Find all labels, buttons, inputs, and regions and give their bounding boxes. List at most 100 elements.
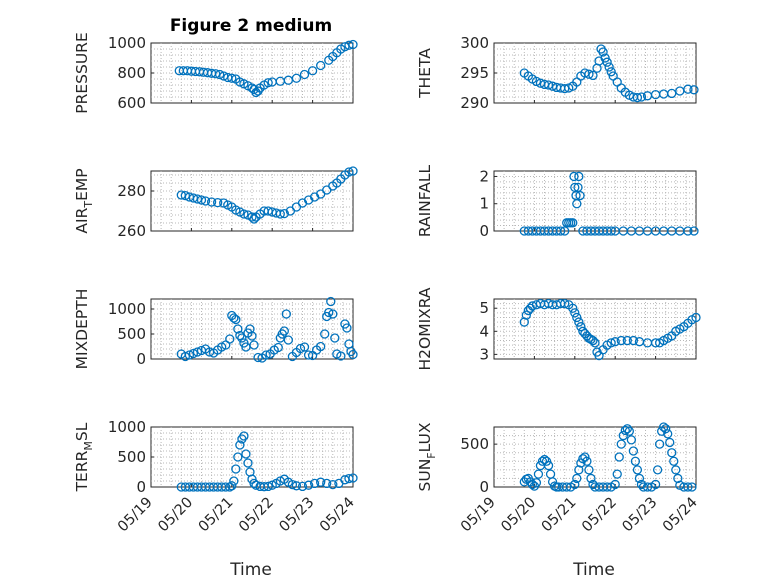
data-point bbox=[253, 352, 263, 363]
panel-rainfall: 0 1 2 RAINFALL bbox=[416, 164, 699, 240]
data-point bbox=[324, 307, 334, 318]
data-point bbox=[283, 335, 294, 345]
data-point bbox=[570, 479, 580, 490]
data-point bbox=[210, 69, 221, 79]
y-tick-label: 295 bbox=[460, 64, 489, 82]
y-tick-label: 0 bbox=[479, 222, 489, 240]
data-point bbox=[196, 195, 207, 205]
x-axis-label-right: Time bbox=[572, 560, 615, 580]
data-point bbox=[241, 449, 251, 459]
data-point bbox=[683, 226, 693, 236]
data-point bbox=[326, 296, 336, 307]
data-point bbox=[243, 458, 253, 468]
data-point bbox=[584, 465, 594, 475]
data-point bbox=[556, 226, 566, 236]
data-point bbox=[247, 212, 257, 222]
data-point bbox=[590, 338, 600, 348]
data-point bbox=[235, 330, 245, 341]
data-point bbox=[570, 308, 580, 318]
data-point bbox=[654, 439, 665, 449]
data-point bbox=[541, 456, 552, 466]
data-point bbox=[180, 190, 190, 201]
data-point bbox=[626, 435, 637, 445]
data-point bbox=[598, 47, 608, 57]
data-point bbox=[650, 338, 661, 348]
data-point bbox=[588, 479, 598, 490]
data-point bbox=[344, 40, 354, 50]
data-point bbox=[669, 456, 679, 466]
data-point bbox=[299, 69, 310, 80]
data-point bbox=[580, 452, 590, 462]
data-point bbox=[281, 309, 291, 319]
data-point bbox=[328, 479, 338, 490]
data-point bbox=[316, 477, 326, 487]
data-point bbox=[316, 341, 326, 352]
data-point bbox=[632, 465, 643, 475]
y-tick-label: 1000 bbox=[108, 418, 146, 436]
data-point bbox=[616, 439, 626, 449]
data-point bbox=[297, 481, 308, 492]
y-axis-label: AIRTEMP bbox=[73, 168, 95, 233]
x-tick-label: 05/22 bbox=[236, 495, 277, 536]
data-point bbox=[322, 478, 332, 489]
y-tick-label: 0 bbox=[136, 350, 146, 368]
data-point bbox=[671, 465, 681, 475]
y-axis-label: PRESSURE bbox=[73, 32, 91, 114]
data-point bbox=[574, 465, 584, 475]
data-point bbox=[610, 337, 620, 347]
y-axis-label: SUNFLUX bbox=[416, 422, 438, 491]
panel-sun_flux: 0 500 SUNFLUX 05/19 05/20 05/21 05/22 05/23 05/2… bbox=[416, 422, 701, 535]
data-point bbox=[634, 473, 645, 484]
data-point bbox=[261, 350, 271, 360]
data-point bbox=[588, 335, 598, 346]
data-point bbox=[249, 214, 259, 224]
panel-terr_msl: 0 500 1000 TERRMSL 05/19 05/20 05/21 05/22 05/23… bbox=[73, 418, 358, 535]
figure-title: Figure 2 medium bbox=[170, 16, 332, 36]
data-point bbox=[279, 326, 289, 336]
data-point bbox=[229, 476, 239, 486]
data-point bbox=[584, 69, 594, 79]
panel-mixdepth: 0 500 1000 MIXDEPTH bbox=[73, 289, 358, 370]
y-axis-label: THETA bbox=[416, 48, 434, 99]
y-tick-label: 260 bbox=[117, 222, 146, 240]
data-point bbox=[330, 333, 340, 343]
data-point bbox=[328, 309, 338, 319]
y-axis-label: RAINFALL bbox=[416, 164, 434, 237]
data-point bbox=[689, 85, 699, 95]
data-point bbox=[348, 166, 358, 176]
data-point bbox=[229, 313, 239, 323]
data-point bbox=[342, 323, 352, 333]
data-point bbox=[576, 322, 586, 332]
data-point bbox=[521, 310, 531, 320]
data-point bbox=[543, 460, 554, 471]
x-tick-label: 05/23 bbox=[620, 495, 661, 536]
data-point bbox=[606, 226, 616, 236]
data-point bbox=[580, 68, 590, 78]
x-tick-label: 05/21 bbox=[196, 495, 237, 536]
y-tick-label: 0 bbox=[479, 478, 489, 496]
data-point bbox=[219, 71, 229, 81]
x-tick-label: 05/21 bbox=[539, 495, 580, 536]
data-point bbox=[602, 57, 612, 67]
data-point bbox=[291, 481, 302, 491]
data-point bbox=[180, 351, 190, 362]
panel-pressure: 600 800 1000 PRESSURE bbox=[73, 32, 358, 114]
data-point bbox=[235, 440, 245, 450]
data-point bbox=[667, 448, 677, 458]
data-point bbox=[568, 303, 578, 313]
x-tick-label: 05/24 bbox=[660, 495, 701, 536]
y-tick-label: 1000 bbox=[108, 34, 146, 52]
y-tick-label: 290 bbox=[460, 94, 489, 112]
data-point bbox=[606, 338, 616, 348]
y-axis-label: MIXDEPTH bbox=[73, 289, 91, 370]
data-point bbox=[231, 464, 241, 474]
y-tick-label: 800 bbox=[117, 64, 146, 82]
data-point bbox=[602, 482, 612, 492]
data-point bbox=[206, 197, 217, 207]
data-point bbox=[531, 478, 542, 488]
data-point bbox=[336, 351, 346, 361]
data-point bbox=[233, 452, 243, 462]
x-tick-label: 05/19 bbox=[115, 495, 156, 536]
data-point bbox=[572, 199, 582, 209]
y-axis-label: TERRMSL bbox=[73, 422, 95, 492]
